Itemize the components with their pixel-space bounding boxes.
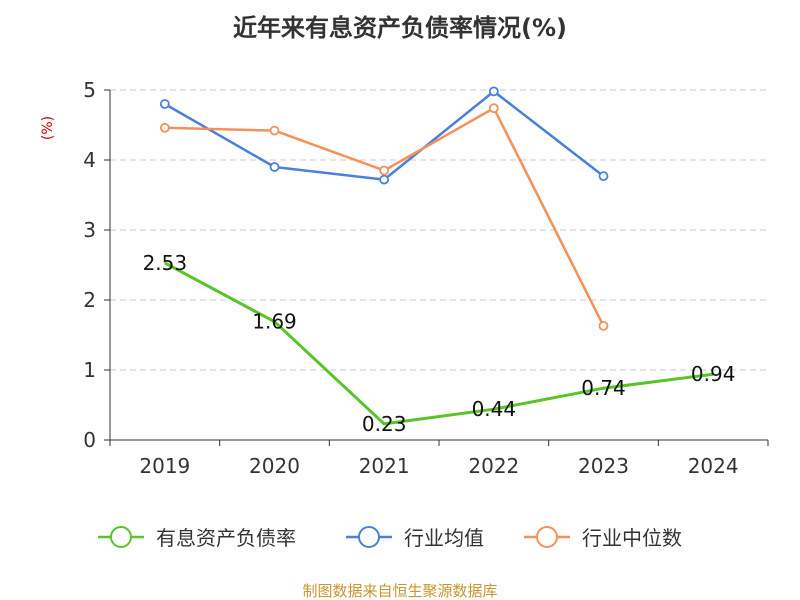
y-tick-label-5: 5 [83,78,96,102]
data-label-2022: 0.44 [472,397,517,421]
legend-label-2: 行业中位数 [582,526,682,550]
x-tick-label-2020: 2020 [249,454,300,478]
x-tick-label-2022: 2022 [468,454,519,478]
series-1-point-2020 [269,162,280,172]
y-axis-unit: (%) [40,116,56,140]
source-note: 制图数据来自恒生聚源数据库 [302,582,497,600]
data-label-2024: 0.94 [691,362,736,386]
series-1-point-2019 [159,99,170,109]
series-1-point-2022 [488,86,499,97]
x-tick-label-2024: 2024 [688,454,739,478]
chart-title: 近年来有息资产负债率情况(%) [233,14,567,42]
series-2-point-2023 [598,320,609,331]
y-tick-label-4: 4 [83,148,96,172]
data-label-2020: 1.69 [252,310,297,334]
x-tick-label-2023: 2023 [578,454,629,478]
series-lines [159,86,714,426]
gridlines [110,89,768,371]
series-2-point-2019 [159,122,170,133]
legend-label-0: 有息资产负债率 [156,526,296,550]
series-2-point-2021 [379,165,390,176]
legend-marker-0 [110,526,132,548]
data-label-2021: 0.23 [362,412,407,436]
y-tick-label-0: 0 [83,428,96,452]
series-1-point-2021 [379,174,390,185]
data-label-2019: 2.53 [143,251,188,275]
y-tick-label-1: 1 [83,358,96,382]
legend: 有息资产负债率 行业均值 行业中位数 [98,526,682,550]
y-tick-label-3: 3 [83,218,96,242]
axes: 0 1 2 3 4 5 2019 2020 2021 2022 2023 2024 [83,78,769,478]
series-line-0 [164,261,714,426]
data-label-2023: 0.74 [581,376,626,400]
data-labels: 2.53 1.69 0.23 0.44 0.74 0.94 [143,251,736,436]
series-2-point-2020 [269,125,280,136]
legend-marker-1 [358,526,380,548]
legend-label-1: 行业均值 [404,526,484,550]
x-tick-label-2019: 2019 [139,454,190,478]
series-1-point-2023 [598,171,609,182]
x-tick-label-2021: 2021 [359,454,410,478]
y-tick-label-2: 2 [83,288,96,312]
legend-marker-2 [536,526,558,548]
series-2-point-2022 [488,103,499,114]
